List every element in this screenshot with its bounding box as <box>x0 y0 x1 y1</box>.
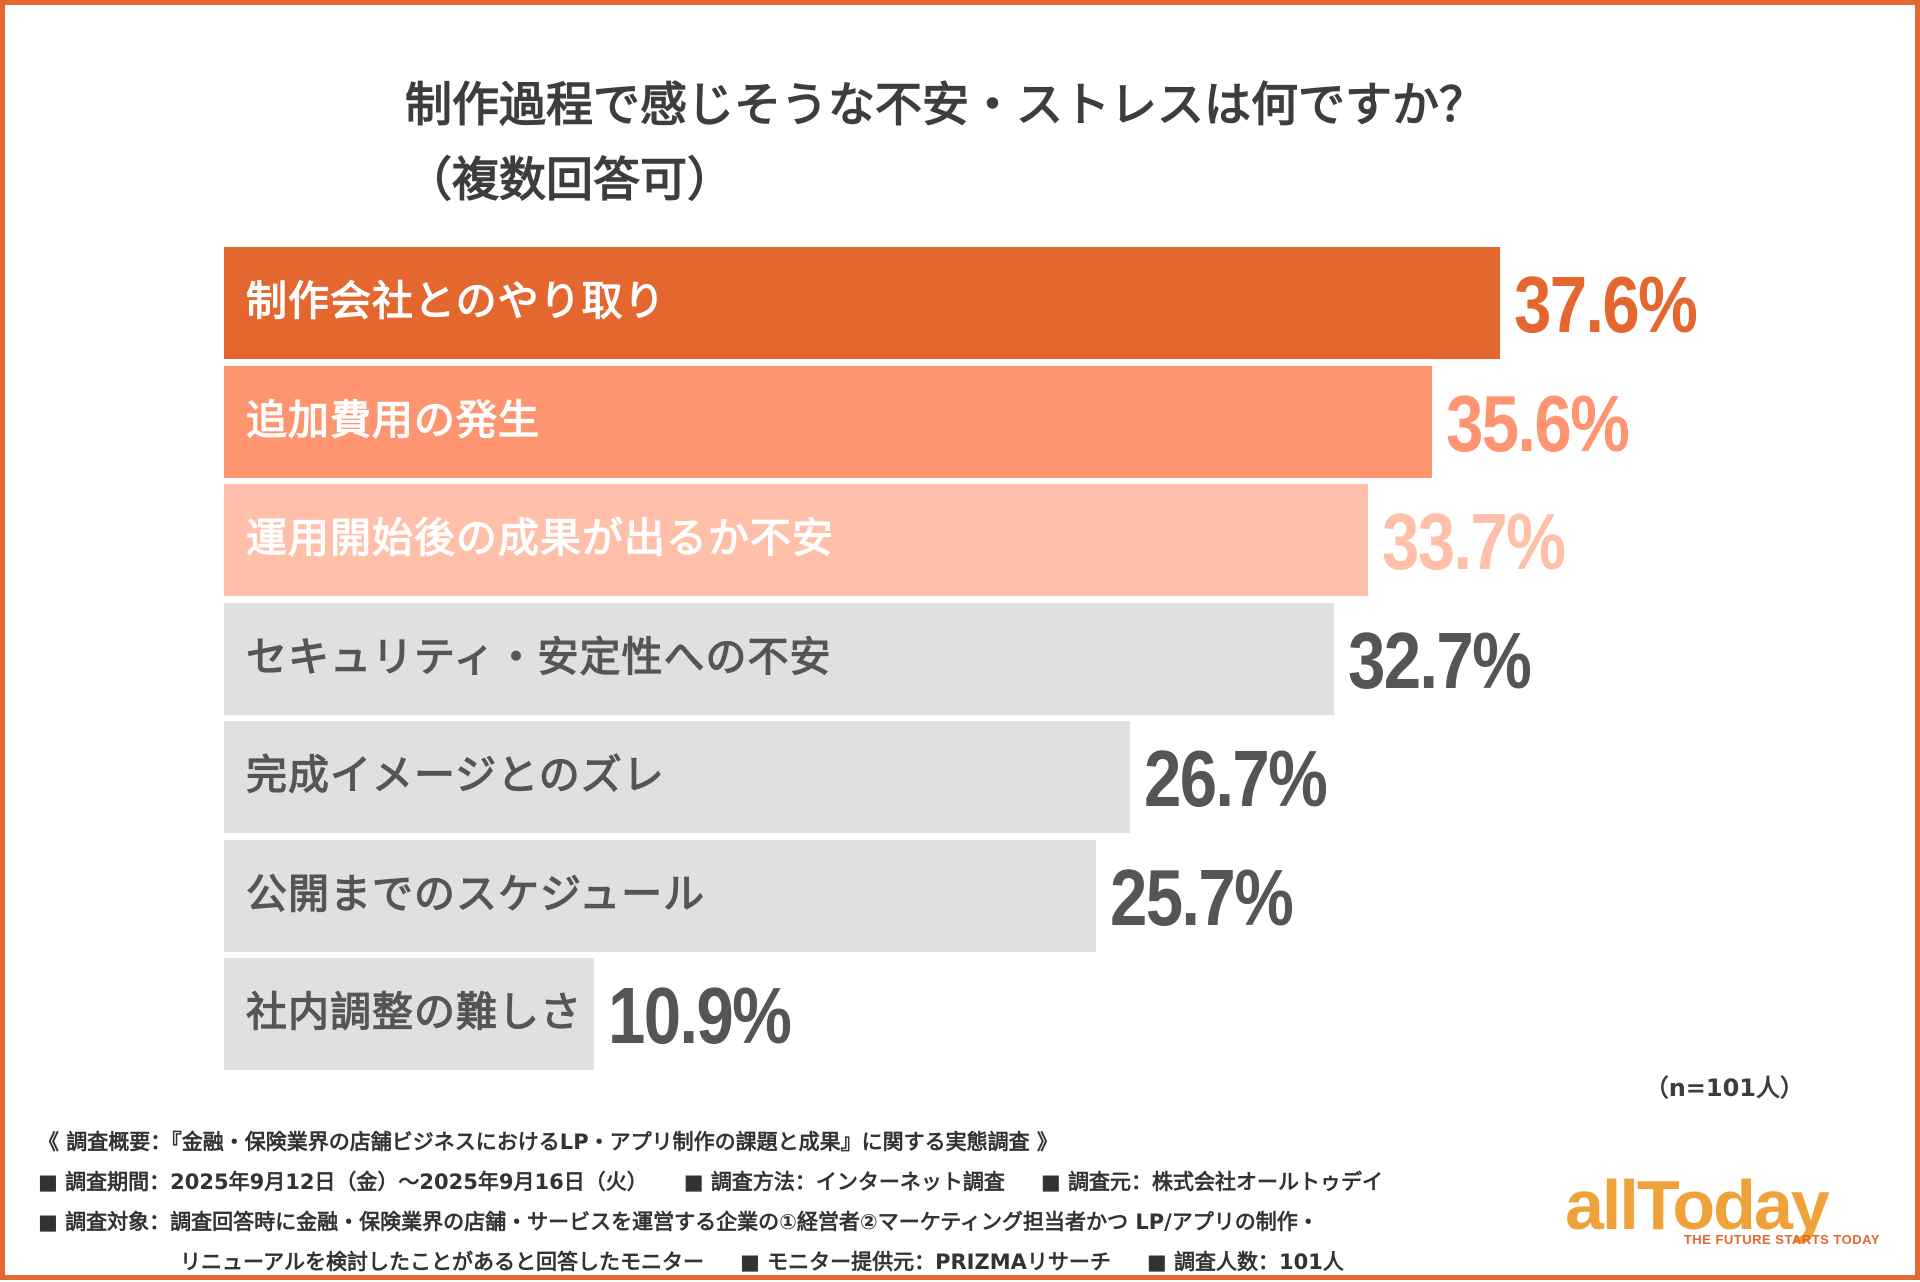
logo-wordmark: allToday <box>1565 1166 1830 1244</box>
chart-title-line1: 制作過程で感じそうな不安・ストレスは何ですか？ <box>405 78 1486 133</box>
bar-label-2: 追加費用の発生 <box>246 396 540 444</box>
chart-title: 制作過程で感じそうな不安・ストレスは何ですか？ （複数回答可） <box>405 68 1486 218</box>
bar-value-5: 26.7% <box>1144 734 1328 823</box>
bar-value-4: 32.7% <box>1348 616 1532 705</box>
bar-label-3: 運用開始後の成果が出るか不安 <box>246 514 834 562</box>
alltoday-logo: allToday THE FUTURE STARTS TODAY <box>1565 1170 1880 1250</box>
sample-size-note: （n=101人） <box>1644 1074 1804 1102</box>
bar-value-6: 25.7% <box>1110 853 1294 942</box>
bar-value-7: 10.9% <box>608 971 792 1060</box>
survey-meta-row1: ■ 調査期間：2025年9月12日（金）〜2025年9月16日（火） ■ 調査方法… <box>38 1162 1498 1202</box>
bar-label-6: 公開までのスケジュール <box>246 870 706 918</box>
bar-value-2: 35.6% <box>1446 379 1630 468</box>
bar-label-1: 制作会社とのやり取り <box>246 277 666 325</box>
survey-overview: 《 調査概要：『金融・保険業界の店舗ビジネスにおけるLP・アプリ制作の課題と成果… <box>38 1130 1058 1154</box>
survey-meta-row3: リニューアルを検討したことがあると回答したモニター ■ モニター提供元：PRIZM… <box>38 1242 1498 1282</box>
bar-value-1: 37.6% <box>1514 260 1698 349</box>
survey-target-cont: リニューアルを検討したことがあると回答したモニター <box>180 1250 704 1274</box>
bar-7 <box>224 958 594 1070</box>
bar-4 <box>224 603 1334 715</box>
bar-6 <box>224 840 1096 952</box>
bar-3 <box>224 484 1368 596</box>
survey-target: ■ 調査対象：調査回答時に金融・保険業界の店舗・サービスを運営する企業の①経営者… <box>38 1210 1319 1234</box>
survey-count: ■ 調査人数：101人 <box>1146 1250 1344 1274</box>
bar-label-5: 完成イメージとのズレ <box>246 751 665 799</box>
bar-5 <box>224 721 1130 833</box>
bar-label-4: セキュリティ・安定性への不安 <box>246 633 832 681</box>
chart-title-line2: （複数回答可） <box>405 153 734 209</box>
survey-method: ■ 調査方法：インターネット調査 <box>683 1170 1005 1194</box>
bar-chart: 制作会社とのやり取り 37.6% 追加費用の発生 35.6% 運用開始後の成果が出るか不… <box>224 247 1698 1070</box>
survey-monitor: ■ モニター提供元：PRIZMAリサーチ <box>739 1250 1111 1274</box>
logo-tagline: THE FUTURE STARTS TODAY <box>1683 1232 1880 1247</box>
survey-period: ■ 調査期間：2025年9月12日（金）〜2025年9月16日（火） <box>38 1170 648 1194</box>
survey-footer: 《 調査概要：『金融・保険業界の店舗ビジネスにおけるLP・アプリ制作の課題と成果… <box>38 1122 1498 1282</box>
survey-source: ■ 調査元：株式会社オールトゥデイ <box>1040 1170 1384 1194</box>
bar-1 <box>224 247 1500 359</box>
bar-value-3: 33.7% <box>1382 497 1566 586</box>
bar-label-7: 社内調整の難しさ <box>246 988 582 1036</box>
bar-2 <box>224 366 1432 478</box>
